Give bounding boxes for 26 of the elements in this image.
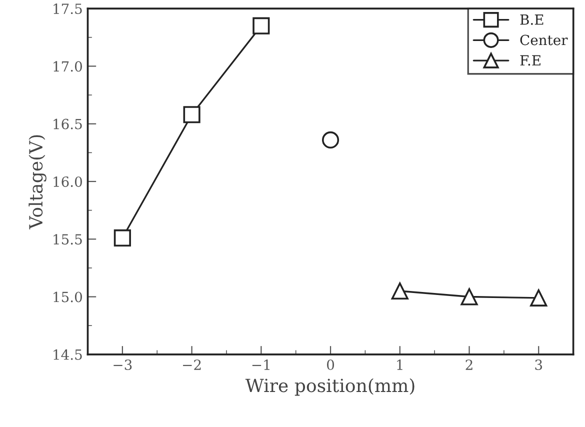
point [530, 289, 548, 306]
x-tick-label: 0 [327, 360, 334, 370]
x-tick-label: 2 [466, 360, 472, 370]
x-tick-label: −3 [114, 360, 132, 370]
x-tick-label: 3 [535, 360, 542, 370]
y-tick-label: 14.5 [54, 349, 82, 360]
legend-label: Center [520, 34, 568, 46]
x-tick-label: −1 [252, 360, 270, 370]
y-tick-label: 17.0 [54, 61, 82, 72]
legend-label: F.E [520, 55, 540, 66]
x-tick-label: −2 [183, 360, 201, 370]
y-tick-label: 17.5 [54, 4, 82, 14]
point [391, 282, 408, 300]
y-tick-label: 16.5 [54, 118, 82, 130]
x-tick-label: 1 [397, 360, 402, 370]
y-axis-title: Voltage(V) [28, 135, 46, 230]
y-tick-label: 16.0 [54, 176, 82, 187]
point [460, 288, 478, 306]
point [322, 131, 340, 149]
legend-label: B.E [520, 14, 544, 25]
y-tick-label: 15.5 [54, 234, 82, 245]
point [114, 229, 131, 247]
point [252, 17, 270, 34]
x-axis-title: Wire position(mm) [245, 378, 414, 396]
y-tick-label: 15.0 [54, 292, 82, 302]
point [183, 106, 200, 124]
